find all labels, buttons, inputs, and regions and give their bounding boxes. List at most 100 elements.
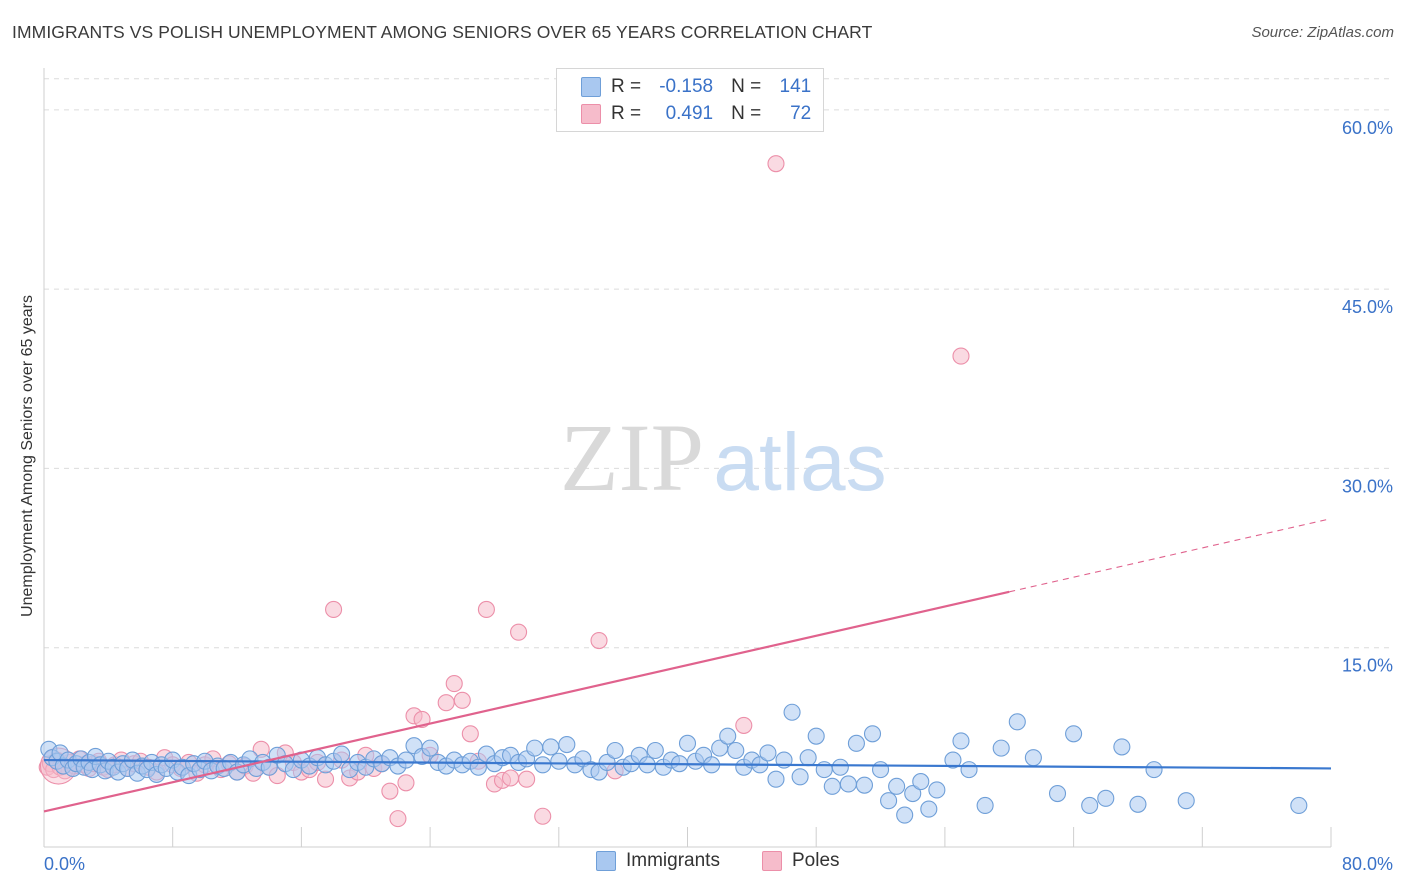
legend-row-immigrants: R = -0.158 N = 141	[557, 73, 811, 101]
immigrants-point	[1065, 725, 1083, 743]
immigrants-point	[952, 732, 970, 750]
immigrants-swatch	[581, 77, 601, 97]
poles-point	[437, 694, 455, 712]
immigrants-point	[1097, 789, 1115, 807]
gridlines	[44, 78, 1392, 649]
immigrants-point	[896, 806, 914, 824]
immigrants-point	[863, 725, 882, 743]
immigrants-point	[759, 744, 777, 762]
poles-trend-extension	[1009, 518, 1332, 593]
poles-legend-swatch	[762, 851, 782, 871]
immigrants-point	[534, 756, 552, 774]
legend-row-poles: R = 0.491 N = 72	[557, 100, 811, 128]
trend-lines	[43, 518, 1332, 813]
n-value-poles: 72	[790, 103, 812, 124]
immigrants-point	[799, 749, 817, 767]
immigrants-point	[904, 784, 922, 803]
immigrants-points	[40, 703, 1308, 824]
x-tick-label: 80.0%	[1342, 854, 1393, 874]
immigrants-point	[823, 777, 841, 795]
immigrants-point	[1290, 796, 1308, 815]
poles-point	[381, 782, 399, 800]
poles-point	[445, 675, 463, 693]
poles-point	[453, 691, 471, 709]
immigrants-point	[871, 761, 890, 779]
poles-point	[501, 769, 520, 787]
poles-point	[952, 347, 970, 365]
legend-item-immigrants: Immigrants	[596, 850, 720, 872]
immigrants-point	[397, 751, 415, 769]
poles-swatch	[581, 104, 601, 124]
immigrants-point	[783, 703, 801, 721]
immigrants-point	[1177, 792, 1195, 810]
immigrants-point	[920, 800, 938, 818]
r-value-immigrants: -0.158	[659, 76, 714, 97]
immigrants-point	[855, 776, 874, 794]
immigrants-point	[550, 752, 568, 770]
immigrants-point	[912, 773, 930, 791]
immigrants-point	[992, 739, 1010, 757]
watermark: ZIP atlas	[560, 404, 887, 511]
immigrants-point	[944, 751, 962, 769]
immigrants-point	[880, 792, 898, 810]
immigrants-point	[1145, 761, 1163, 779]
poles-point	[461, 725, 479, 743]
n-label: N =	[731, 76, 762, 97]
y-tick-label: 60.0%	[1342, 118, 1393, 138]
r-value-poles: 0.491	[665, 103, 714, 124]
poles-point	[397, 774, 415, 792]
poles-point	[325, 600, 343, 619]
poles-point	[534, 807, 552, 825]
axes	[43, 68, 1332, 848]
immigrants-point	[558, 735, 576, 754]
immigrants-point	[526, 739, 544, 757]
immigrants-point	[976, 796, 994, 815]
y-tick-label: 45.0%	[1342, 297, 1393, 317]
legend-item-poles: Poles	[762, 850, 840, 872]
n-value-immigrants: 141	[779, 76, 812, 97]
watermark-atlas: atlas	[713, 417, 886, 508]
poles-point	[510, 623, 528, 641]
immigrants-legend-label: Immigrants	[626, 850, 720, 871]
poles-point	[477, 600, 495, 619]
immigrants-point	[839, 775, 857, 793]
chart-title: IMMIGRANTS VS POLISH UNEMPLOYMENT AMONG …	[12, 22, 873, 42]
r-label: R =	[611, 76, 642, 97]
poles-legend-label: Poles	[792, 850, 840, 871]
immigrants-point	[646, 741, 664, 760]
immigrants-point	[598, 753, 616, 772]
immigrants-point	[678, 734, 697, 752]
immigrants-point	[1129, 795, 1147, 813]
source-label: Source: ZipAtlas.com	[1251, 24, 1394, 41]
correlation-legend: R = -0.158 N = 141 R = 0.491 N = 72	[556, 68, 824, 132]
immigrants-point	[847, 734, 865, 752]
immigrants-point	[1024, 749, 1042, 767]
immigrants-point	[542, 738, 560, 756]
immigrants-point	[1048, 784, 1067, 803]
poles-point	[735, 716, 753, 734]
r-label: R =	[611, 103, 642, 124]
immigrants-point	[928, 781, 946, 799]
poles-point	[316, 770, 335, 788]
immigrants-point	[791, 768, 809, 786]
immigrants-point	[888, 777, 906, 795]
immigrants-point	[767, 770, 785, 788]
x-tick-label: 0.0%	[44, 854, 85, 874]
immigrants-point	[333, 745, 351, 763]
n-label: N =	[731, 103, 762, 124]
immigrants-point	[960, 761, 978, 779]
poles-point	[767, 155, 785, 173]
y-tick-label: 30.0%	[1342, 476, 1393, 496]
immigrants-point	[727, 741, 745, 760]
immigrants-point	[1113, 738, 1131, 756]
poles-point	[389, 810, 407, 828]
poles-point	[590, 631, 608, 650]
immigrants-trend-line	[43, 758, 1332, 770]
immigrants-point	[831, 758, 849, 776]
poles-trend-line	[43, 590, 1010, 813]
immigrants-point	[807, 727, 825, 745]
immigrants-point	[606, 741, 624, 760]
immigrants-point	[421, 739, 439, 757]
watermark-zip: ZIP	[560, 404, 704, 511]
